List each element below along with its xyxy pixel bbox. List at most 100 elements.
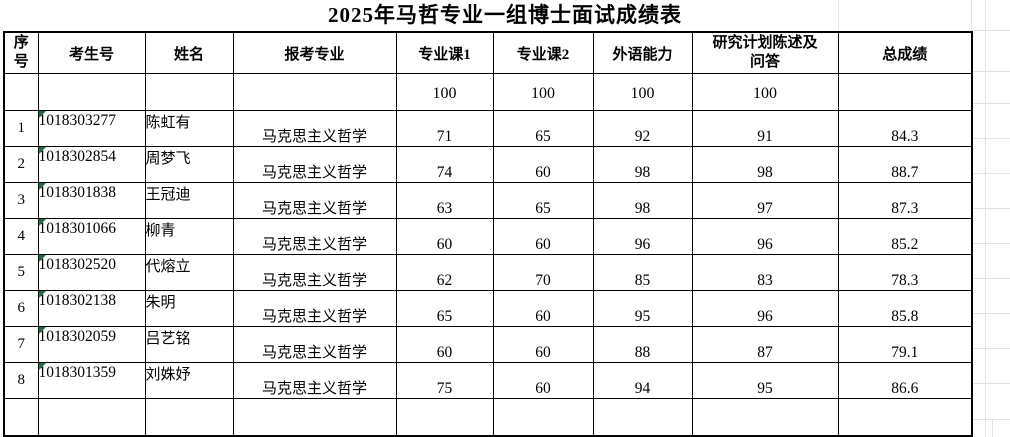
cell-candidate-id[interactable]: 1018301066 <box>37 218 146 255</box>
cell-major[interactable]: 马克思主义哲学 <box>232 290 397 327</box>
cell-course1-score[interactable]: 63 <box>395 182 494 219</box>
cell-name[interactable]: 刘姝妤 <box>144 362 234 399</box>
empty-cell[interactable] <box>492 398 594 437</box>
cell-major[interactable]: 马克思主义哲学 <box>232 362 397 399</box>
cell-index[interactable]: 6 <box>3 290 39 327</box>
cell-course2-score[interactable]: 60 <box>492 362 594 399</box>
empty-cell[interactable] <box>144 398 234 437</box>
cell-major[interactable]: 马克思主义哲学 <box>232 326 397 363</box>
cell-name[interactable]: 代熔立 <box>144 254 234 291</box>
cell-course2-score[interactable]: 70 <box>492 254 594 291</box>
cell-foreign-score[interactable]: 98 <box>592 182 693 219</box>
empty-cell[interactable] <box>592 398 693 437</box>
cell-course1-score[interactable]: 71 <box>395 110 494 147</box>
cell-research-score[interactable]: 96 <box>691 290 839 327</box>
empty-cell[interactable] <box>232 398 397 437</box>
cell-index[interactable]: 3 <box>3 182 39 219</box>
cell-candidate-id[interactable]: 1018301838 <box>37 182 146 219</box>
max-score-cell-course1[interactable]: 100 <box>395 73 494 111</box>
cell-course2-score[interactable]: 60 <box>492 218 594 255</box>
cell-course2-score[interactable]: 60 <box>492 326 594 363</box>
cell-total-score[interactable]: 87.3 <box>837 182 973 219</box>
cell-research-score[interactable]: 95 <box>691 362 839 399</box>
cell-course1-score[interactable]: 75 <box>395 362 494 399</box>
cell-name[interactable]: 陈虹有 <box>144 110 234 147</box>
cell-foreign-score[interactable]: 94 <box>592 362 693 399</box>
empty-cell[interactable] <box>837 398 973 437</box>
col-header-course2[interactable]: 专业课2 <box>492 31 594 74</box>
cell-major[interactable]: 马克思主义哲学 <box>232 254 397 291</box>
cell-candidate-id[interactable]: 1018302854 <box>37 146 146 183</box>
col-header-foreign[interactable]: 外语能力 <box>592 31 693 74</box>
cell-total-score[interactable]: 85.2 <box>837 218 973 255</box>
cell-course1-score[interactable]: 74 <box>395 146 494 183</box>
cell-research-score[interactable]: 91 <box>691 110 839 147</box>
cell-total-score[interactable]: 88.7 <box>837 146 973 183</box>
empty-cell[interactable] <box>37 398 146 437</box>
cell-total-score[interactable]: 78.3 <box>837 254 973 291</box>
cell-index[interactable]: 2 <box>3 146 39 183</box>
col-header-major[interactable]: 报考专业 <box>232 31 397 74</box>
cell-index[interactable]: 8 <box>3 362 39 399</box>
col-header-candidate-id[interactable]: 考生号 <box>37 31 146 74</box>
cell-course2-score[interactable]: 65 <box>492 110 594 147</box>
max-score-cell-total[interactable] <box>837 73 973 111</box>
col-header-total[interactable]: 总成绩 <box>837 31 973 74</box>
cell-candidate-id[interactable]: 1018301359 <box>37 362 146 399</box>
cell-flag-triangle-icon <box>39 183 46 190</box>
cell-foreign-score[interactable]: 95 <box>592 290 693 327</box>
cell-total-score[interactable]: 85.8 <box>837 290 973 327</box>
cell-candidate-id[interactable]: 1018302520 <box>37 254 146 291</box>
max-score-cell[interactable] <box>144 73 234 111</box>
col-header-name[interactable]: 姓名 <box>144 31 234 74</box>
cell-name[interactable]: 朱明 <box>144 290 234 327</box>
col-header-course1[interactable]: 专业课1 <box>395 31 494 74</box>
cell-index[interactable]: 5 <box>3 254 39 291</box>
cell-research-score[interactable]: 97 <box>691 182 839 219</box>
cell-candidate-id[interactable]: 1018302059 <box>37 326 146 363</box>
cell-major[interactable]: 马克思主义哲学 <box>232 110 397 147</box>
cell-total-score[interactable]: 86.6 <box>837 362 973 399</box>
empty-cell[interactable] <box>3 398 39 437</box>
col-header-index[interactable]: 序号 <box>3 31 39 74</box>
cell-foreign-score[interactable]: 92 <box>592 110 693 147</box>
max-score-cell[interactable] <box>37 73 146 111</box>
cell-research-score[interactable]: 96 <box>691 218 839 255</box>
max-score-cell-research[interactable]: 100 <box>691 73 839 111</box>
cell-foreign-score[interactable]: 85 <box>592 254 693 291</box>
cell-foreign-score[interactable]: 88 <box>592 326 693 363</box>
cell-research-score[interactable]: 87 <box>691 326 839 363</box>
cell-foreign-score[interactable]: 96 <box>592 218 693 255</box>
cell-major[interactable]: 马克思主义哲学 <box>232 182 397 219</box>
cell-candidate-id[interactable]: 1018302138 <box>37 290 146 327</box>
cell-name[interactable]: 周梦飞 <box>144 146 234 183</box>
max-score-cell-course2[interactable]: 100 <box>492 73 594 111</box>
empty-cell[interactable] <box>691 398 839 437</box>
cell-course1-score[interactable]: 60 <box>395 218 494 255</box>
cell-major[interactable]: 马克思主义哲学 <box>232 218 397 255</box>
cell-index[interactable]: 7 <box>3 326 39 363</box>
cell-research-score[interactable]: 98 <box>691 146 839 183</box>
empty-cell[interactable] <box>395 398 494 437</box>
max-score-cell[interactable] <box>232 73 397 111</box>
cell-total-score[interactable]: 79.1 <box>837 326 973 363</box>
cell-candidate-id[interactable]: 1018303277 <box>37 110 146 147</box>
max-score-cell-foreign[interactable]: 100 <box>592 73 693 111</box>
max-score-cell[interactable] <box>3 73 39 111</box>
cell-research-score[interactable]: 83 <box>691 254 839 291</box>
cell-name[interactable]: 柳青 <box>144 218 234 255</box>
cell-name[interactable]: 王冠迪 <box>144 182 234 219</box>
cell-name[interactable]: 吕艺铭 <box>144 326 234 363</box>
cell-foreign-score[interactable]: 98 <box>592 146 693 183</box>
cell-course1-score[interactable]: 62 <box>395 254 494 291</box>
cell-index[interactable]: 4 <box>3 218 39 255</box>
col-header-research[interactable]: 研究计划陈述及问答 <box>691 31 839 74</box>
cell-course1-score[interactable]: 60 <box>395 326 494 363</box>
cell-total-score[interactable]: 84.3 <box>837 110 973 147</box>
cell-course2-score[interactable]: 60 <box>492 290 594 327</box>
cell-course2-score[interactable]: 60 <box>492 146 594 183</box>
cell-major[interactable]: 马克思主义哲学 <box>232 146 397 183</box>
cell-index[interactable]: 1 <box>3 110 39 147</box>
cell-course1-score[interactable]: 65 <box>395 290 494 327</box>
cell-course2-score[interactable]: 65 <box>492 182 594 219</box>
